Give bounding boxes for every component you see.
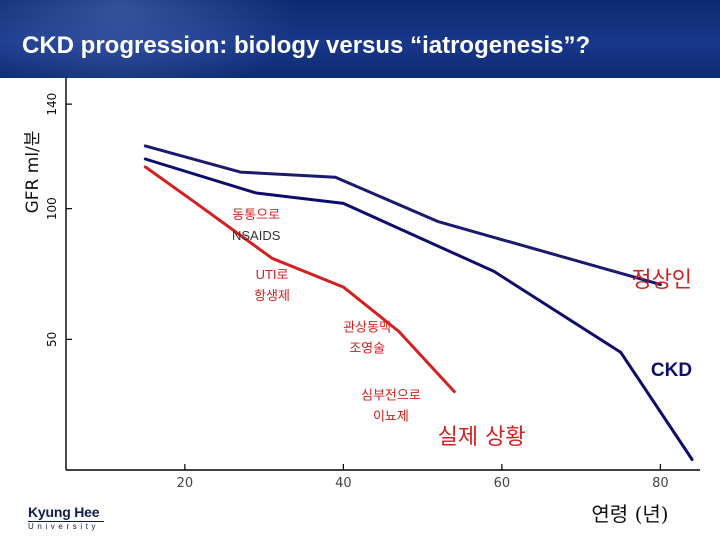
- chart-annotation: 이뇨제: [373, 409, 409, 424]
- logo-line2: University: [28, 522, 100, 531]
- chart-annotation: 관상동맥: [343, 320, 391, 335]
- slide-title: CKD progression: biology versus “iatroge…: [22, 32, 591, 59]
- series-line-1: [143, 144, 662, 286]
- chart-annotation: NSAIDS: [232, 228, 281, 243]
- series-line-2: [143, 157, 694, 461]
- chart-annotation: CKD: [651, 360, 692, 381]
- chart-annotation: 실제 상황: [438, 425, 526, 450]
- x-axis-label: 연령 (년): [591, 502, 668, 526]
- y-axis-label: GFR ml/분: [23, 131, 43, 214]
- y-tick-label: 100: [45, 197, 59, 220]
- header-bar: CKD progression: biology versus “iatroge…: [0, 0, 720, 78]
- y-tick-label: 140: [45, 93, 59, 116]
- x-tick-label: 60: [494, 476, 511, 491]
- chart-annotation: 심부전으로: [361, 388, 421, 403]
- logo-line1: Kyung Hee: [28, 504, 100, 520]
- chart-annotation: 항생제: [254, 289, 290, 304]
- logo-divider: [28, 521, 104, 522]
- series-line-3: [143, 165, 456, 394]
- chart-annotation: 동통으로: [232, 208, 280, 223]
- y-tick-label: 50: [45, 332, 59, 347]
- header-decoration: [0, 0, 300, 78]
- x-tick-label: 80: [652, 476, 669, 491]
- x-tick-label: 20: [177, 476, 194, 491]
- chart-annotation: 정상인: [631, 268, 692, 293]
- x-tick-label: 40: [335, 476, 352, 491]
- university-logo: Kyung Hee University: [28, 504, 108, 531]
- chart-annotation: UTI로: [256, 267, 289, 282]
- chart-annotation: 조영술: [349, 341, 385, 356]
